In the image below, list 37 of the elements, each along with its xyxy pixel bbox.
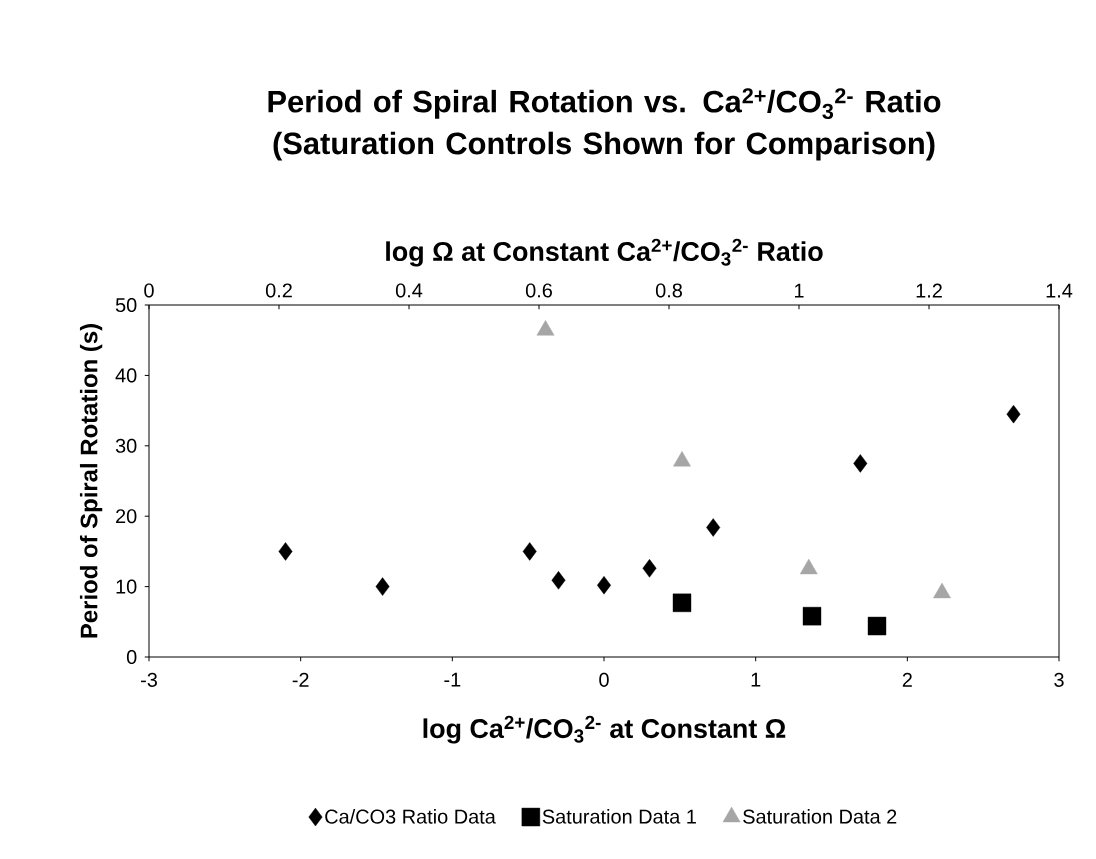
point: [642, 559, 657, 578]
chart-title: Period of Spiral Rotation vs. Ca$^{2+}$/CO$_{3}$$^{2-}$ Ratio (Saturation Controls Shown for Comparison): [268, 88, 941, 161]
legend-label: Ca/CO3 Ratio Data: [325, 809, 496, 824]
x-axis-title: log Ca$^{2+}$/CO$_{3}$$^{2-}$ at Constant Ω: [423, 715, 786, 744]
legend-label: Saturation Data 2: [743, 809, 897, 824]
legend-label: Saturation Data 1: [542, 809, 696, 824]
y-tick-label: 50: [115, 297, 137, 313]
x2-axis-title: log Ω at Constant Ca$^{2+}$/CO$_{3}$$^{2-}$ Ratio: [386, 238, 823, 267]
point: [706, 518, 721, 537]
y-axis-title: Period of Spiral Rotation (s): [79, 324, 103, 638]
x-tick-label: 3: [1054, 672, 1064, 687]
x2-tick-label: 0: [144, 283, 154, 298]
x2-tick-label: 0.8: [655, 283, 682, 298]
x2-tick-label: 1.2: [916, 283, 942, 298]
y-tick-label: 30: [115, 438, 137, 453]
x-tick-label: 2: [902, 672, 912, 687]
y-tick-label: 20: [116, 509, 137, 524]
x2-tick-label: 0.2: [265, 283, 292, 298]
x2-tick-label: 1: [794, 283, 804, 298]
point: [522, 542, 537, 561]
x-tick-label: -1: [444, 672, 461, 687]
point: [551, 571, 566, 590]
x2-tick-label: 0.4: [395, 283, 423, 298]
x-tick-label: 0: [599, 672, 609, 687]
y-tick-label: 40: [115, 368, 137, 383]
point: [375, 577, 390, 596]
x-tick-label: -3: [141, 672, 157, 687]
x2-tick-label: 1.4: [1046, 283, 1073, 298]
point: [278, 542, 293, 561]
point: [853, 454, 868, 473]
x-tick-label: -2: [292, 672, 309, 687]
x2-tick-label: 0.6: [525, 283, 552, 298]
point: [597, 576, 611, 595]
y-tick-label: 0: [126, 649, 137, 665]
x-tick-label: 1: [751, 672, 761, 687]
y-tick-label: 10: [116, 579, 137, 594]
point: [1006, 404, 1021, 424]
